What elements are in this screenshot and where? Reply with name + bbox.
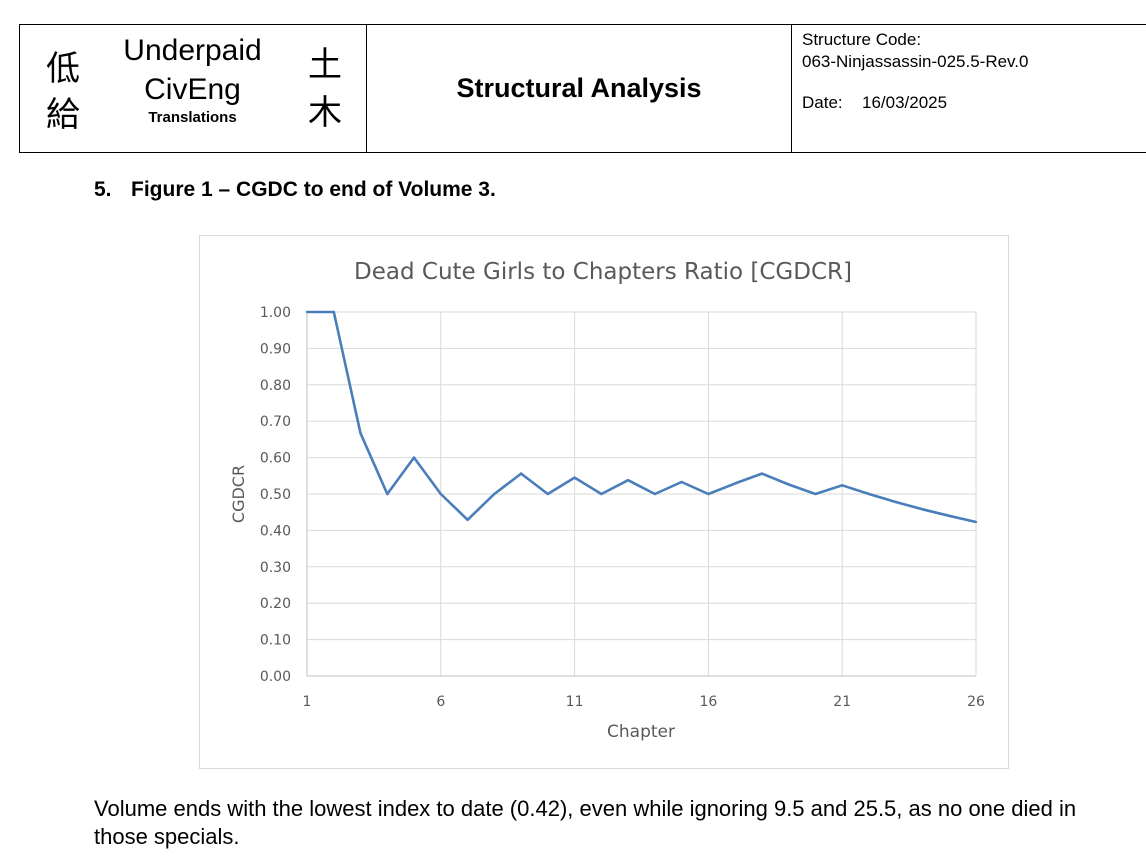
data-point <box>626 478 630 482</box>
data-point <box>707 492 710 496</box>
y-tick-label: 0.80 <box>260 378 291 394</box>
data-point <box>760 472 764 475</box>
data-point <box>841 484 844 487</box>
data-point <box>493 492 496 496</box>
structure-code-label: Structure Code: <box>802 30 922 49</box>
y-tick-label: 0.50 <box>260 487 291 503</box>
date-value: 16/03/2025 <box>862 93 948 112</box>
title-cell: Structural Analysis <box>367 25 792 152</box>
data-point <box>412 456 416 459</box>
series-line-cgdcr <box>307 310 977 524</box>
y-tick-label: 0.70 <box>260 414 291 430</box>
data-point <box>894 500 897 504</box>
structure-code-value: 063-Ninjassassin-025.5-Rev.0 <box>802 52 1029 71</box>
y-tick-label: 0.30 <box>260 560 291 576</box>
data-point <box>439 492 442 496</box>
x-axis-label: Chapter <box>607 722 675 742</box>
data-point <box>359 432 362 435</box>
data-point <box>519 472 523 475</box>
cgdcr-line-chart: Dead Cute Girls to Chapters Ratio [CGDCR… <box>229 259 985 742</box>
chart-title: Dead Cute Girls to Chapters Ratio [CGDCR… <box>354 259 852 285</box>
y-tick-label: 0.40 <box>260 523 291 539</box>
document-header: 低 給 土 木 Underpaid CivEng Translations St… <box>19 24 1146 153</box>
data-point <box>305 310 309 314</box>
section-number: 5. <box>94 178 112 201</box>
x-tick-label: 16 <box>699 694 717 710</box>
y-tick-label: 0.60 <box>260 451 291 467</box>
section-heading: 5. Figure 1 – CGDC to end of Volume 3. <box>94 178 496 202</box>
logo-kanji-left-top: 低 <box>46 49 80 89</box>
series-layer <box>305 310 978 524</box>
data-point <box>680 480 683 484</box>
logo-kanji-right-top: 土 <box>308 45 342 85</box>
y-tick-label: 0.10 <box>260 633 291 649</box>
chart-frame: Dead Cute Girls to Chapters Ratio [CGDCR… <box>199 235 1009 769</box>
data-point <box>653 492 657 496</box>
data-point <box>948 514 951 518</box>
date-row: Date: 16/03/2025 <box>802 92 1146 114</box>
data-point <box>546 492 550 496</box>
y-tick-label: 0.20 <box>260 596 291 612</box>
section-title: Figure 1 – CGDC to end of Volume 3. <box>131 178 496 201</box>
data-point <box>332 310 335 314</box>
date-label: Date: <box>802 93 843 112</box>
data-point <box>921 508 924 511</box>
x-tick-label: 6 <box>436 694 445 710</box>
document-title: Structural Analysis <box>456 73 702 103</box>
logo-line-3: Translations <box>148 109 237 126</box>
data-point <box>386 492 389 496</box>
logo-line-1: Underpaid <box>123 34 262 67</box>
analysis-note: Volume ends with the lowest index to dat… <box>94 796 1077 849</box>
logo-kanji-right-bottom: 木 <box>308 93 342 133</box>
y-axis-label: CGDCR <box>229 465 248 523</box>
data-point <box>600 492 603 496</box>
grid-lines <box>306 311 977 677</box>
tick-labels: 0.00 0.10 0.20 0.30 0.40 0.50 0.60 0.70 0.80 0.90… <box>260 305 985 710</box>
data-point <box>466 518 469 522</box>
logo-kanji-left-bottom: 給 <box>46 95 80 135</box>
data-point <box>814 492 817 496</box>
x-tick-label: 11 <box>566 694 584 710</box>
logo-block: 低 給 土 木 Underpaid CivEng Translations <box>20 25 367 152</box>
y-tick-label: 0.90 <box>260 341 291 357</box>
x-tick-label: 21 <box>833 694 851 710</box>
logo-line-2: CivEng <box>144 73 241 106</box>
data-point <box>867 492 871 496</box>
x-tick-label: 1 <box>303 694 312 710</box>
data-point <box>573 476 576 479</box>
data-point <box>733 482 737 485</box>
info-cell: Structure Code: 063-Ninjassassin-025.5-R… <box>792 25 1146 152</box>
y-tick-label: 1.00 <box>260 305 291 321</box>
data-point <box>974 520 978 524</box>
y-tick-label: 0.00 <box>260 669 291 685</box>
data-point <box>787 483 790 486</box>
x-tick-label: 26 <box>967 694 985 710</box>
